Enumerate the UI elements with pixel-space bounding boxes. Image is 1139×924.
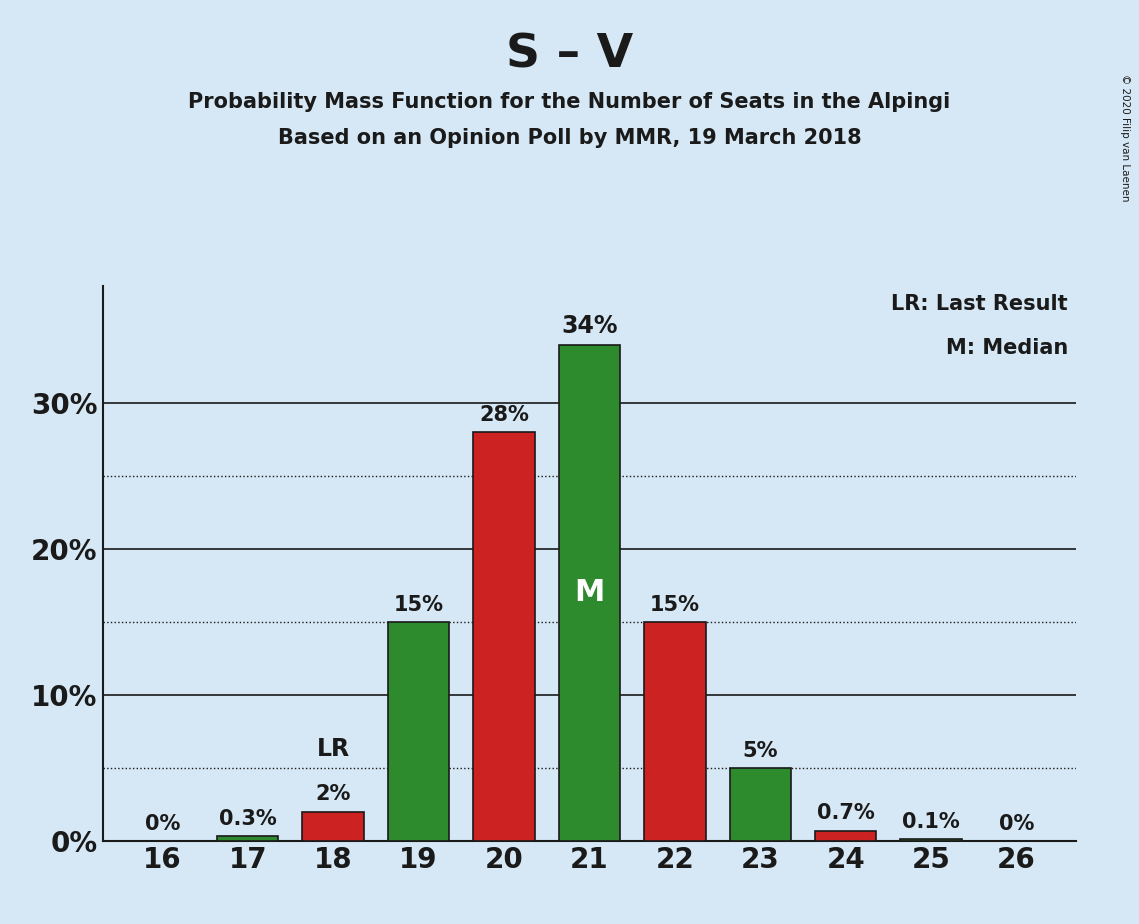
Text: 28%: 28%	[480, 405, 528, 425]
Bar	[387, 622, 449, 841]
Bar	[644, 622, 705, 841]
Bar	[900, 839, 961, 841]
Text: 5%: 5%	[743, 741, 778, 760]
Text: © 2020 Filip van Laenen: © 2020 Filip van Laenen	[1121, 74, 1130, 201]
Text: Probability Mass Function for the Number of Seats in the Alpingi: Probability Mass Function for the Number…	[188, 92, 951, 113]
Text: 0%: 0%	[145, 813, 180, 833]
Text: 0%: 0%	[999, 813, 1034, 833]
Text: LR: LR	[317, 736, 350, 760]
Text: 15%: 15%	[394, 595, 443, 614]
Bar	[302, 811, 363, 841]
Text: Based on an Opinion Poll by MMR, 19 March 2018: Based on an Opinion Poll by MMR, 19 Marc…	[278, 128, 861, 148]
Bar	[216, 836, 278, 841]
Text: 0.7%: 0.7%	[817, 803, 875, 823]
Text: 34%: 34%	[562, 313, 617, 337]
Bar	[816, 831, 877, 841]
Text: 2%: 2%	[316, 784, 351, 805]
Text: 15%: 15%	[650, 595, 699, 614]
Text: M: M	[574, 578, 605, 607]
Text: M: Median: M: Median	[945, 337, 1068, 358]
Bar	[474, 432, 534, 841]
Text: S – V: S – V	[506, 32, 633, 78]
Text: 0.3%: 0.3%	[219, 809, 277, 829]
Text: 0.1%: 0.1%	[902, 812, 960, 833]
Text: LR: Last Result: LR: Last Result	[891, 294, 1068, 314]
Bar	[730, 768, 790, 841]
Bar	[558, 345, 620, 841]
